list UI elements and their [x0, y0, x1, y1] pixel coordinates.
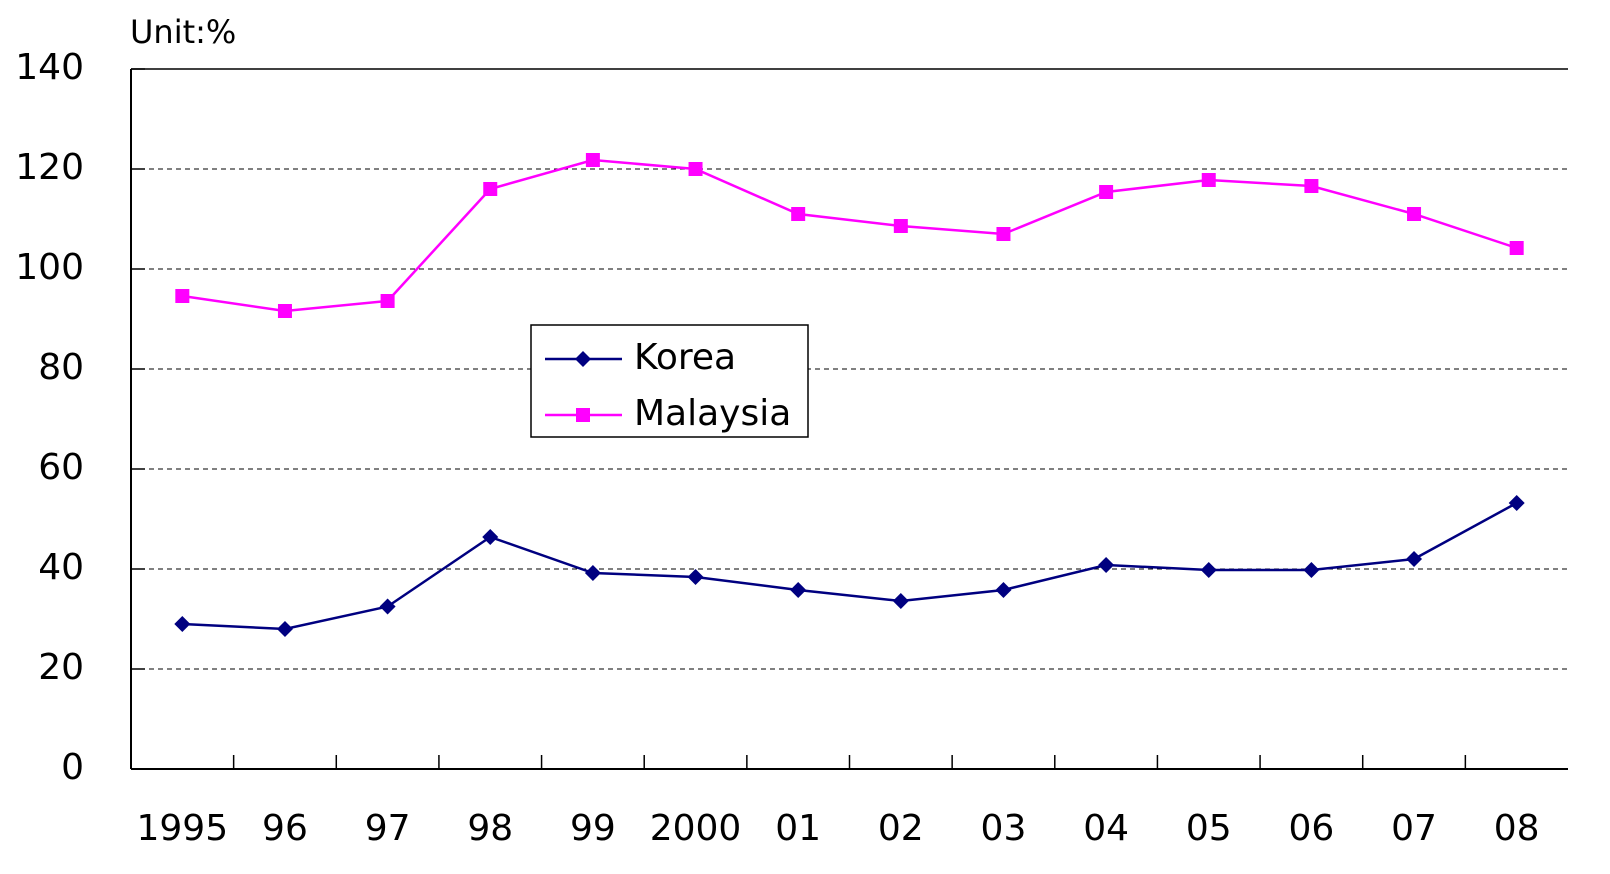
x-tick-label: 98	[467, 808, 513, 849]
data-point	[1098, 557, 1115, 573]
x-tick-label: 97	[365, 808, 411, 849]
x-tick-label: 07	[1391, 808, 1437, 849]
y-tick-label: 60	[38, 447, 84, 488]
data-point	[996, 227, 1011, 241]
data-point	[379, 598, 396, 615]
data-point	[174, 616, 191, 632]
x-tick-label: 03	[981, 808, 1027, 849]
x-tick-label: 02	[878, 808, 924, 849]
data-point	[1407, 207, 1422, 221]
data-point	[1509, 241, 1524, 255]
data-point	[277, 304, 292, 318]
legend-marker	[575, 351, 591, 367]
x-tick-label: 04	[1083, 808, 1129, 849]
x-tick-label: 99	[570, 808, 616, 849]
x-tick-label: 1995	[137, 808, 229, 849]
data-point	[1303, 562, 1320, 578]
unit-label: Unit:%	[130, 13, 236, 51]
data-point	[585, 153, 600, 167]
legend-label: Korea	[634, 337, 736, 378]
x-tick-label: 05	[1186, 808, 1232, 849]
data-point	[893, 219, 908, 233]
data-point	[688, 162, 703, 176]
legend-label: Malaysia	[634, 393, 791, 434]
data-point	[892, 593, 909, 609]
x-tick-label: 96	[262, 808, 308, 849]
data-point	[380, 294, 395, 308]
y-tick-label: 120	[15, 147, 84, 188]
y-tick-label: 100	[15, 247, 84, 288]
x-tick-label: 01	[775, 808, 821, 849]
series-line	[182, 158, 1518, 313]
data-point	[687, 569, 704, 585]
y-tick-label: 20	[38, 647, 84, 688]
data-point	[175, 289, 190, 303]
legend: Korea Malaysia	[530, 324, 809, 438]
data-point	[1099, 185, 1114, 199]
data-point	[483, 182, 498, 196]
y-tick-label: 0	[61, 747, 84, 788]
legend-box	[530, 324, 809, 438]
legend-marker	[576, 408, 590, 422]
y-tick-label: 40	[38, 547, 84, 588]
data-point	[1201, 173, 1216, 187]
data-point	[995, 582, 1012, 598]
data-point	[790, 582, 807, 598]
data-point	[1304, 179, 1319, 193]
data-point	[584, 565, 601, 581]
x-tick-label: 08	[1494, 808, 1540, 849]
data-point	[791, 207, 806, 221]
data-point	[1200, 562, 1217, 578]
data-point	[1508, 495, 1525, 511]
x-tick-label: 06	[1288, 808, 1334, 849]
y-tick-label: 140	[15, 47, 84, 88]
x-tick-label: 2000	[650, 808, 742, 849]
series-line	[182, 501, 1518, 631]
data-point	[1406, 551, 1423, 567]
data-point	[276, 621, 293, 637]
data-point	[482, 529, 499, 545]
y-tick-label: 80	[38, 347, 84, 388]
